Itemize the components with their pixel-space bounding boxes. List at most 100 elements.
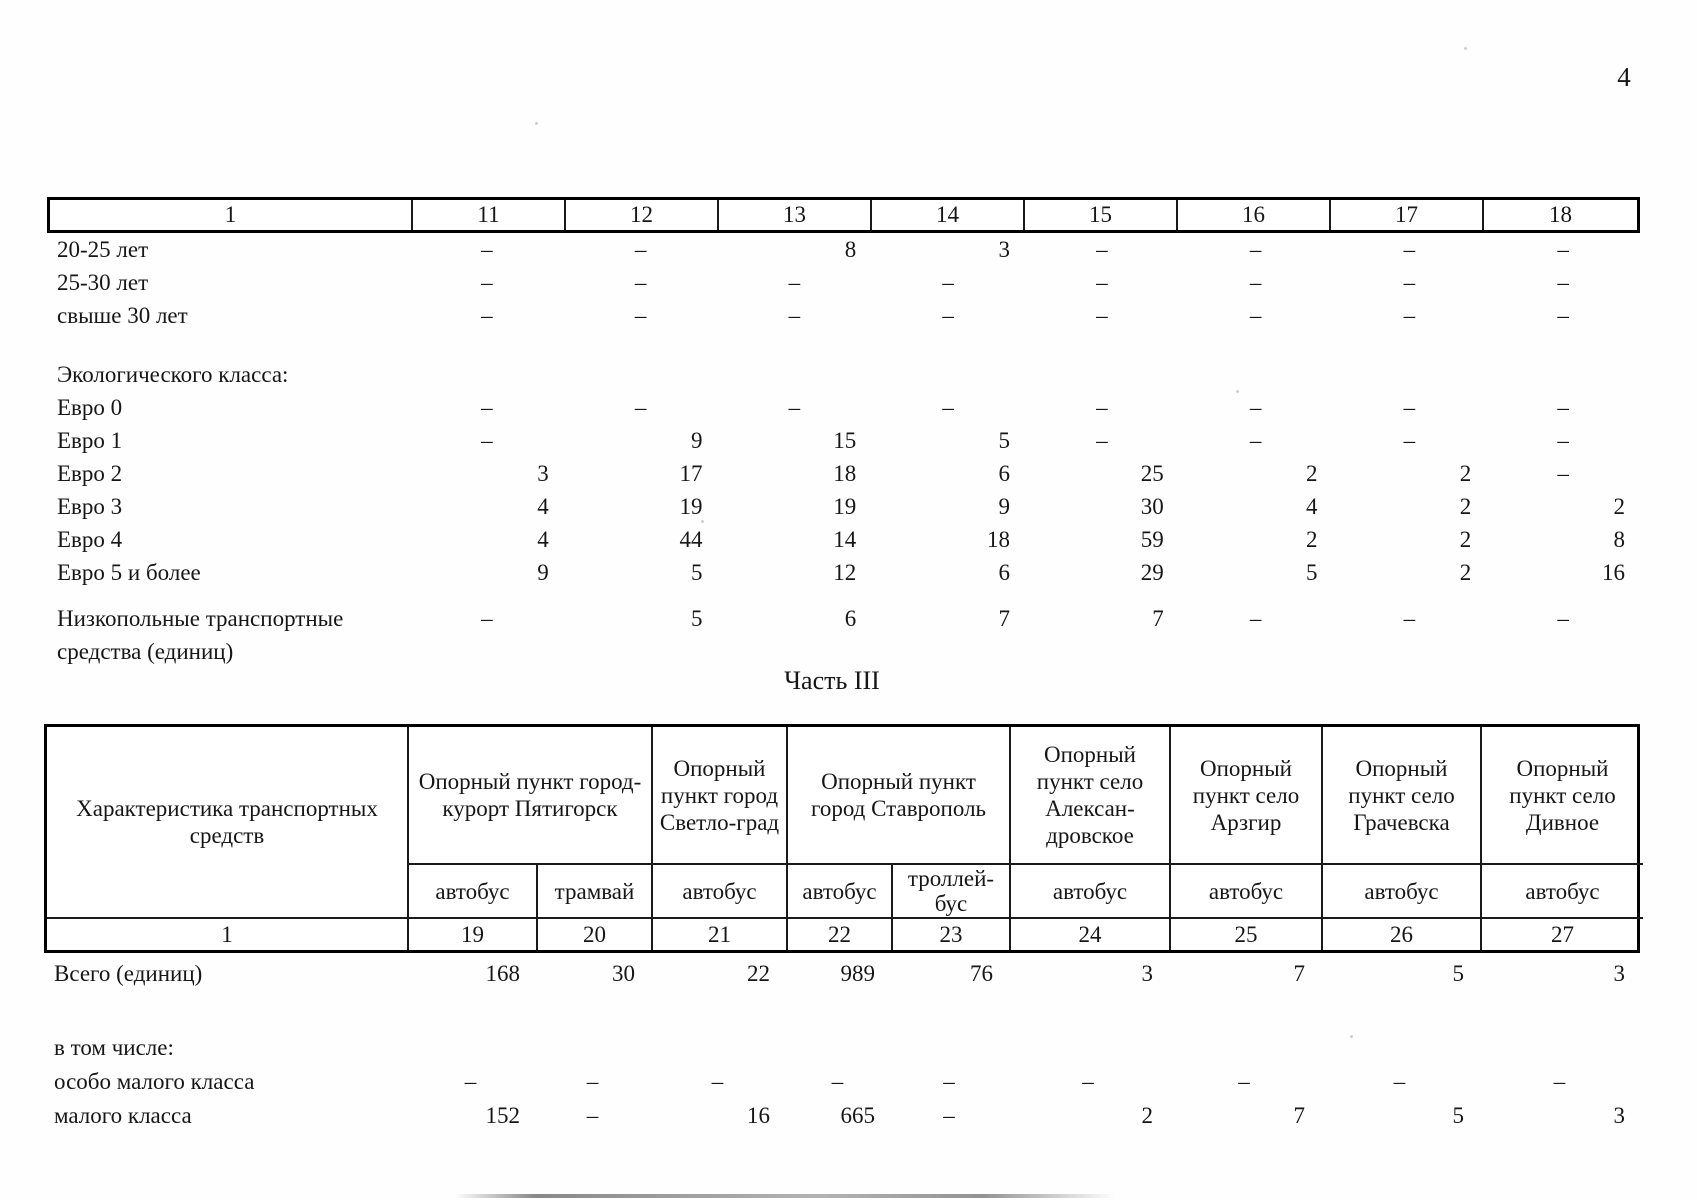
cell-value: 7: [998, 606, 1011, 631]
cell-value: [650, 1031, 785, 1065]
cell-value: 4: [1306, 494, 1318, 519]
table2-row: в том числе:: [44, 1031, 1640, 1065]
row-label: Евро 4: [57, 527, 123, 552]
cell-value: [890, 1031, 1008, 1065]
cell-value: –: [1553, 1069, 1566, 1094]
cell-value: –: [481, 270, 493, 295]
part-title: Часть III: [784, 666, 880, 695]
table1-header-cell: 13: [719, 200, 872, 230]
cell-value: –: [586, 1103, 599, 1128]
table1-row: свыше 30 лет – – – – – – – –: [47, 299, 1640, 332]
cell-value: [406, 1031, 535, 1065]
cell-value: 2: [1459, 527, 1472, 552]
table1-row: Экологического класса:: [47, 358, 1640, 391]
numbering-cell: 23: [893, 919, 1011, 950]
cell-value: 5: [691, 560, 703, 585]
row-label: 20-25 лет: [57, 237, 149, 262]
cell-value: –: [1403, 428, 1416, 453]
numbering-cell: 26: [1323, 919, 1482, 950]
support-point-header-cell: Опорный пункт село Дивное: [1482, 727, 1643, 865]
table1-section: Низкопольные транспортные средства (един…: [47, 602, 1640, 668]
cell-value: –: [481, 237, 493, 262]
cell-value: 168: [485, 961, 521, 986]
table1-row: Евро 4 4 44 14 18 59 2 2 8: [47, 523, 1640, 556]
vehicle-type-cell: автобус: [1482, 865, 1643, 919]
scan-speck: [535, 122, 538, 125]
numbering-cell: 24: [1011, 919, 1171, 950]
cell-value: –: [1403, 237, 1416, 262]
cell-value: 7: [1152, 606, 1164, 631]
cell-value: –: [634, 395, 647, 420]
row-label: Евро 2: [57, 461, 123, 486]
scan-speck: [1464, 47, 1467, 50]
row-label: 25-30 лет: [57, 270, 149, 295]
row-label: Низкопольные транспортные средства (един…: [57, 606, 344, 664]
cell-value: 22: [747, 961, 770, 986]
cell-value: 2: [1141, 1103, 1154, 1128]
cell-value: –: [942, 270, 954, 295]
vehicle-type-cell: автобус: [1011, 865, 1171, 919]
table1-body: 20-25 лет – –8 3– – – –25-30 лет – – – – – – – – свыше …: [47, 233, 1640, 668]
cell-value: 12: [833, 560, 857, 585]
cell-value: –: [1249, 606, 1262, 631]
cell-value: [718, 358, 872, 391]
row-label: свыше 30 лет: [57, 303, 188, 328]
scan-speck: [701, 520, 704, 523]
scan-speck: [1236, 390, 1239, 393]
row-label: в том числе:: [54, 1035, 174, 1060]
cell-value: [1486, 358, 1640, 391]
cell-value: [1008, 1031, 1168, 1065]
vehicle-type-cell: автобус: [1171, 865, 1323, 919]
cell-value: 30: [1140, 494, 1164, 519]
cell-value: 16: [1602, 560, 1625, 585]
support-point-header-cell: Опорный пункт село Алексан-дровское: [1011, 727, 1171, 865]
cell-value: 5: [1306, 560, 1318, 585]
cell-value: –: [481, 395, 493, 420]
numbering-cell: 22: [788, 919, 893, 950]
row-label: особо малого класса: [54, 1069, 255, 1094]
cell-value: –: [942, 303, 954, 328]
cell-value: –: [1403, 303, 1416, 328]
cell-value: –: [1249, 237, 1262, 262]
table1-section: 20-25 лет – –8 3– – – –25-30 лет – – – – – – – – свыше …: [47, 233, 1640, 332]
row-label: малого класса: [54, 1103, 192, 1128]
cell-value: 17: [679, 461, 703, 486]
cell-value: 15: [833, 428, 857, 453]
cell-value: [1179, 358, 1333, 391]
cell-value: 2: [1306, 527, 1318, 552]
cell-value: 9: [537, 560, 549, 585]
scan-smudge: [455, 1194, 1115, 1198]
table2-row: малого класса 152 – 16 665 – 2 7 5 3: [44, 1099, 1640, 1133]
cell-value: 5: [691, 606, 703, 631]
cell-value: –: [481, 606, 493, 631]
cell-value: –: [1249, 395, 1262, 420]
cell-value: 6: [844, 606, 857, 631]
cell-value: 3: [1613, 961, 1626, 986]
cell-value: –: [1096, 303, 1108, 328]
cell-value: –: [634, 270, 647, 295]
cell-value: –: [1403, 270, 1416, 295]
cell-value: 5: [1452, 961, 1465, 986]
row-label: Евро 1: [57, 428, 123, 453]
cell-value: –: [1249, 303, 1262, 328]
table2-body: Всего (единиц) 168 30 22 989 76 3 7 5 3 в том числ…: [44, 957, 1640, 1133]
scan-speck: [1350, 1035, 1353, 1038]
vehicle-type-cell: троллей-бус: [893, 865, 1011, 919]
cell-value: 4: [537, 494, 549, 519]
table1-header-cell: 16: [1178, 200, 1331, 230]
cell-value: –: [1403, 395, 1416, 420]
cell-value: 9: [691, 428, 703, 453]
table1-header-cell: 11: [413, 200, 566, 230]
cell-value: 44: [679, 527, 703, 552]
cell-value: –: [788, 395, 801, 420]
cell-value: –: [1557, 270, 1569, 295]
numbering-cell: 27: [1551, 922, 1574, 947]
cell-value: –: [1557, 303, 1569, 328]
page-number: 4: [1617, 62, 1631, 92]
cell-value: 16: [747, 1103, 770, 1128]
cell-value: 18: [987, 527, 1010, 552]
table1-row: Евро 1 – 9 15 5 – – – –: [47, 424, 1640, 457]
cell-value: 7: [1293, 1103, 1306, 1128]
cell-value: 5: [998, 428, 1011, 453]
cell-value: –: [788, 303, 801, 328]
